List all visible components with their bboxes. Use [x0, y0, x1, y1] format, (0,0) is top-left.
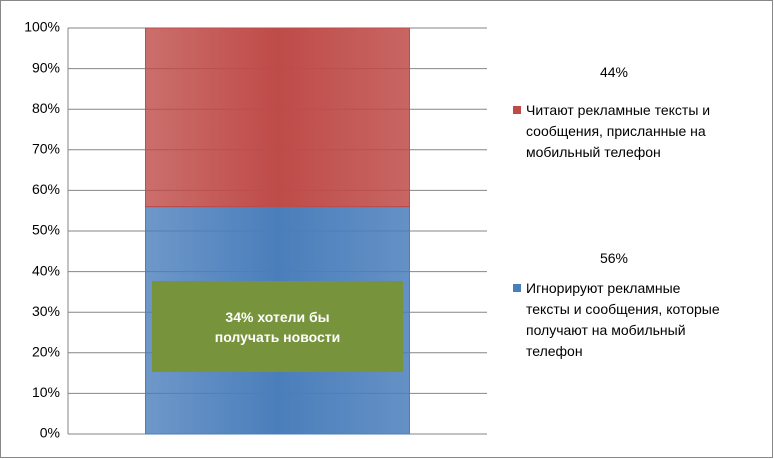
legend-swatch	[513, 284, 521, 292]
y-tick-label: 10%	[32, 384, 60, 400]
y-tick-label: 80%	[32, 100, 60, 116]
y-tick-label: 90%	[32, 59, 60, 75]
annotation: 34% хотели бы получать новости	[152, 281, 403, 372]
y-tick-label: 0%	[40, 425, 60, 441]
legend-text: Игнорируют рекламные тексты и сообщения,…	[526, 280, 720, 359]
value-label: 44%	[599, 64, 629, 80]
y-tick-label: 20%	[32, 344, 60, 360]
y-tick-label: 100%	[24, 19, 60, 35]
value-label: 56%	[599, 250, 629, 266]
y-tick-label: 50%	[32, 222, 60, 238]
legend-text: Читают рекламные тексты и сообщения, при…	[526, 102, 711, 160]
y-tick-label: 40%	[32, 262, 60, 278]
legend-swatch	[513, 106, 521, 114]
y-tick-label: 60%	[32, 181, 60, 197]
y-tick-label: 70%	[32, 141, 60, 157]
y-tick-label: 30%	[32, 303, 60, 319]
bar-segment	[145, 27, 410, 208]
